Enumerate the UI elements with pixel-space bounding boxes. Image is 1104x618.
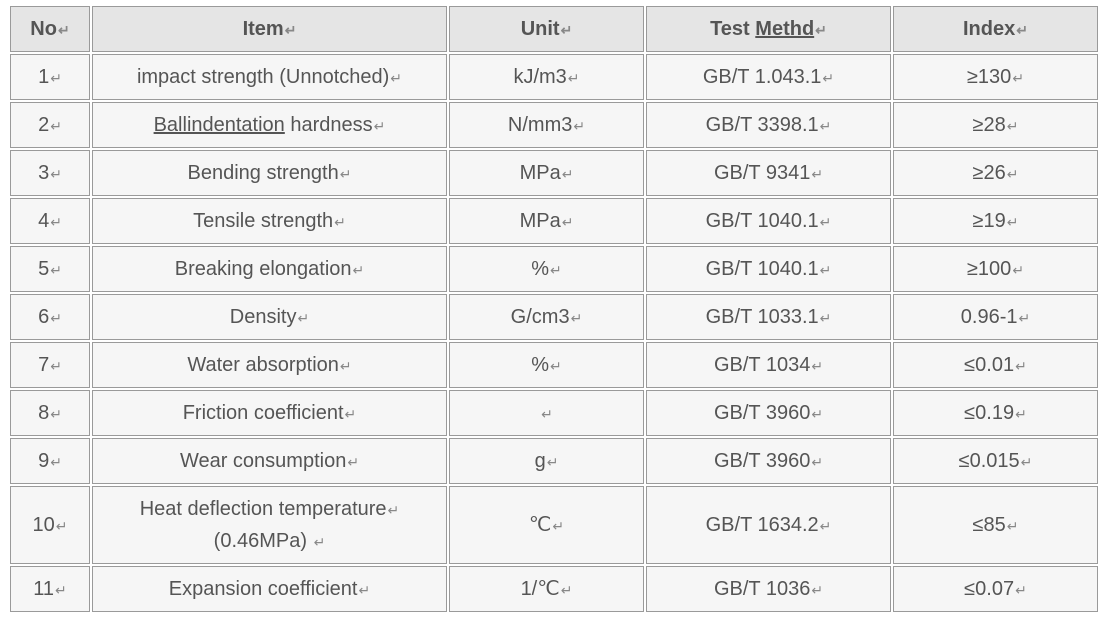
cell-no: 3↵ [10, 150, 90, 196]
cell-index: ≤0.015↵ [893, 438, 1098, 484]
cell-item: Friction coefficient↵ [92, 390, 447, 436]
table-row: 5↵Breaking elongation↵%↵GB/T 1040.1↵≥100… [10, 246, 1098, 292]
cell-method: GB/T 1634.2↵ [646, 486, 891, 564]
cell-item: Water absorption↵ [92, 342, 447, 388]
table-row: 4↵Tensile strength↵MPa↵GB/T 1040.1↵≥19↵ [10, 198, 1098, 244]
cell-index: ≥130↵ [893, 54, 1098, 100]
cell-index: 0.96-1↵ [893, 294, 1098, 340]
cell-item: Breaking elongation↵ [92, 246, 447, 292]
cell-no: 4↵ [10, 198, 90, 244]
cell-no: 2↵ [10, 102, 90, 148]
cell-index: ≤0.01↵ [893, 342, 1098, 388]
cell-item: Density↵ [92, 294, 447, 340]
cell-method: GB/T 3960↵ [646, 438, 891, 484]
cell-no: 9↵ [10, 438, 90, 484]
cell-unit: kJ/m3↵ [449, 54, 644, 100]
cell-no: 11↵ [10, 566, 90, 612]
cell-index: ≥19↵ [893, 198, 1098, 244]
col-header: No↵ [10, 6, 90, 52]
cell-item: Expansion coefficient↵ [92, 566, 447, 612]
cell-no: 8↵ [10, 390, 90, 436]
cell-no: 6↵ [10, 294, 90, 340]
table-row: 11↵Expansion coefficient↵1/℃↵GB/T 1036↵≤… [10, 566, 1098, 612]
cell-unit: N/mm3↵ [449, 102, 644, 148]
cell-index: ≥100↵ [893, 246, 1098, 292]
table-row: 9↵Wear consumption↵g↵GB/T 3960↵≤0.015↵ [10, 438, 1098, 484]
cell-method: GB/T 1.043.1↵ [646, 54, 891, 100]
cell-item: impact strength (Unnotched)↵ [92, 54, 447, 100]
col-header: Test Methd↵ [646, 6, 891, 52]
cell-item: Tensile strength↵ [92, 198, 447, 244]
cell-item: Wear consumption↵ [92, 438, 447, 484]
cell-no: 1↵ [10, 54, 90, 100]
cell-no: 10↵ [10, 486, 90, 564]
table-row: 2↵Ballindentation hardness↵N/mm3↵GB/T 33… [10, 102, 1098, 148]
col-header: Item↵ [92, 6, 447, 52]
cell-unit: %↵ [449, 342, 644, 388]
cell-unit: MPa↵ [449, 198, 644, 244]
cell-item: Ballindentation hardness↵ [92, 102, 447, 148]
cell-item: Bending strength↵ [92, 150, 447, 196]
table-row: 7↵Water absorption↵%↵GB/T 1034↵≤0.01↵ [10, 342, 1098, 388]
table-row: 10↵Heat deflection temperature↵(0.46MPa)… [10, 486, 1098, 564]
cell-method: GB/T 3398.1↵ [646, 102, 891, 148]
table-header-row: No↵Item↵Unit↵Test Methd↵Index↵ [10, 6, 1098, 52]
cell-method: GB/T 1040.1↵ [646, 246, 891, 292]
table-row: 8↵Friction coefficient↵↵GB/T 3960↵≤0.19↵ [10, 390, 1098, 436]
cell-unit: ℃↵ [449, 486, 644, 564]
cell-method: GB/T 1034↵ [646, 342, 891, 388]
cell-index: ≤85↵ [893, 486, 1098, 564]
cell-method: GB/T 1033.1↵ [646, 294, 891, 340]
table-row: 3↵Bending strength↵MPa↵GB/T 9341↵≥26↵ [10, 150, 1098, 196]
cell-no: 5↵ [10, 246, 90, 292]
cell-index: ≥26↵ [893, 150, 1098, 196]
cell-index: ≤0.19↵ [893, 390, 1098, 436]
col-header: Unit↵ [449, 6, 644, 52]
cell-method: GB/T 9341↵ [646, 150, 891, 196]
cell-no: 7↵ [10, 342, 90, 388]
cell-index: ≥28↵ [893, 102, 1098, 148]
cell-unit: MPa↵ [449, 150, 644, 196]
cell-method: GB/T 1040.1↵ [646, 198, 891, 244]
cell-method: GB/T 3960↵ [646, 390, 891, 436]
cell-index: ≤0.07↵ [893, 566, 1098, 612]
cell-unit: G/cm3↵ [449, 294, 644, 340]
cell-item: Heat deflection temperature↵(0.46MPa) ↵ [92, 486, 447, 564]
properties-table: No↵Item↵Unit↵Test Methd↵Index↵ 1↵impact … [8, 4, 1100, 614]
cell-unit: 1/℃↵ [449, 566, 644, 612]
cell-unit: ↵ [449, 390, 644, 436]
col-header: Index↵ [893, 6, 1098, 52]
cell-unit: %↵ [449, 246, 644, 292]
table-row: 6↵Density↵G/cm3↵GB/T 1033.1↵0.96-1↵ [10, 294, 1098, 340]
cell-unit: g↵ [449, 438, 644, 484]
cell-method: GB/T 1036↵ [646, 566, 891, 612]
table-row: 1↵impact strength (Unnotched)↵kJ/m3↵GB/T… [10, 54, 1098, 100]
